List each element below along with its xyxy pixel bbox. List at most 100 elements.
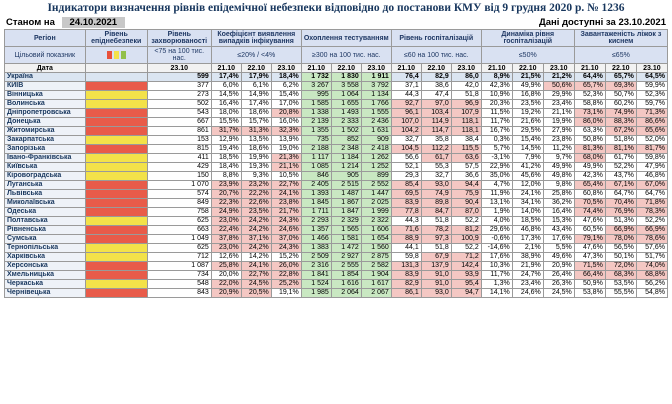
hosp-value: 82,9 [420, 72, 452, 82]
hosp-value: 42,0 [450, 81, 482, 91]
region-name: Волинська [4, 99, 86, 109]
oxygen-value: 50,7% [604, 90, 637, 100]
region-name: Полтавська [4, 216, 86, 226]
region-name: Кіровоградська [4, 171, 86, 181]
level-swatch [120, 51, 126, 59]
oxygen-value: 55,5% [604, 288, 637, 298]
dynamics-value: 14,1% [480, 288, 513, 298]
detection-value: 24,1% [270, 189, 302, 199]
oxygen-value: 54,8% [635, 288, 669, 298]
hosp-value: 32,7 [390, 135, 422, 145]
dynamics-value: -0,6% [480, 234, 513, 244]
detection-value: 24,2% [240, 243, 272, 253]
hosp-value: 86,1 [390, 288, 422, 298]
hosp-value: 52,2 [450, 243, 482, 253]
dynamics-value: 0,3% [480, 135, 513, 145]
detection-value: 6,0% [210, 81, 242, 91]
detection-value: 22,7% [240, 270, 272, 280]
hosp-value: 96,1 [390, 108, 422, 118]
oxygen-value: 68,8% [635, 270, 669, 280]
level-cell [84, 72, 148, 82]
hosp-value: 114,9 [420, 117, 452, 127]
region-name: Вінницька [4, 90, 86, 100]
hosp-value: 44,1 [390, 243, 422, 253]
dynamics-value: 29,5% [511, 126, 544, 136]
hosp-value: 35,8 [420, 135, 452, 145]
detection-value: 23,2% [240, 180, 272, 190]
dynamics-value: 45,6% [511, 171, 544, 181]
detection-value: 24,3% [270, 216, 302, 226]
testing-value: 2 436 [360, 117, 392, 127]
oxygen-value: 78,0% [604, 234, 637, 244]
page-title: Індикатори визначення рівнів епідемічної… [47, 2, 625, 14]
level-cell [84, 135, 148, 145]
hosp-value: 86,0 [450, 72, 482, 82]
region-name: Хмельницька [4, 270, 86, 280]
as-of-date: 24.10.2021 [61, 17, 126, 28]
testing-value: 1 338 [300, 108, 332, 118]
level-cell [84, 153, 148, 163]
oxygen-value: 47,9% [635, 162, 669, 172]
hosp-value: 82,9 [390, 279, 422, 289]
region-name: Чернівецька [4, 288, 86, 298]
date-col: 21.10 [210, 63, 242, 73]
oxygen-value: 70,5% [573, 198, 606, 208]
testing-value: 1 766 [360, 99, 392, 109]
table-row: Черкаська 548 22,0% 24,5% 25,2% 1 524 1 616 1 6… [4, 279, 669, 289]
table-row: Львівська 574 20,7% 22,2% 24,1% 1 393 1 487 1 4… [4, 189, 669, 199]
oxygen-value: 74,0% [635, 261, 669, 271]
testing-value: 1 867 [330, 198, 362, 208]
dynamics-value: 25,8% [542, 189, 575, 199]
oxygen-value: 64,5% [635, 72, 669, 82]
dynamics-value: 8,9% [480, 72, 513, 82]
detection-value: 14,5% [210, 90, 242, 100]
oxygen-value: 47,6% [573, 216, 606, 226]
oxygen-value: 52,2% [635, 216, 669, 226]
detection-value: 15,7% [240, 117, 272, 127]
testing-value: 2 515 [330, 180, 362, 190]
testing-value: 1 911 [360, 72, 392, 82]
detection-value: 23,0% [210, 243, 242, 253]
dynamics-value: 15,4% [511, 135, 544, 145]
date-col: 23.10 [270, 63, 302, 73]
hosp-value: 81,2 [450, 225, 482, 235]
dynamics-value: 23,4% [511, 279, 544, 289]
incidence-value: 599 [146, 72, 212, 82]
detection-value: 19,0% [270, 144, 302, 154]
testing-value: 1 631 [360, 126, 392, 136]
oxygen-value: 74,4% [573, 207, 606, 217]
oxygen-value: 88,3% [604, 117, 637, 127]
sub-hosp: ≤60 на 100 тис. нас. [390, 46, 482, 64]
dynamics-value: 24,7% [511, 270, 544, 280]
hosp-value: 94,7 [450, 288, 482, 298]
dynamics-value: 49,9% [542, 162, 575, 172]
testing-value: 1 999 [360, 207, 392, 217]
dynamics-value: -14,6% [480, 243, 513, 253]
testing-value: 1 854 [330, 270, 362, 280]
detection-value: 12,9% [210, 135, 242, 145]
dynamics-value: 13,1% [480, 198, 513, 208]
sub-target: Цільовий показник [4, 46, 86, 64]
table-row: Хмельницька 734 20,0% 22,7% 22,8% 1 841 1 854 1… [4, 270, 669, 280]
table-row: Миколаївська 849 22,3% 22,6% 23,8% 1 845 1 867… [4, 198, 669, 208]
hdr-detection: Коефіцієнт виявлення випадків інфікуванн… [210, 29, 302, 47]
oxygen-value: 66,9% [604, 225, 637, 235]
detection-value: 22,8% [270, 270, 302, 280]
indicators-table: Регіон Рівень епіднебезпеки Рівень захво… [4, 29, 669, 298]
testing-value: 2 316 [300, 261, 332, 271]
dynamics-value: 20,3% [480, 99, 513, 109]
region-name: Дніпропетровська [4, 108, 86, 118]
detection-value: 8,8% [210, 171, 242, 181]
dynamics-value: 21,9% [511, 261, 544, 271]
detection-value: 15,2% [270, 252, 302, 262]
dynamics-value: 16,8% [511, 90, 544, 100]
detection-value: 22,3% [210, 198, 242, 208]
hosp-value: 77,8 [390, 207, 422, 217]
dynamics-value: 10,9% [480, 90, 513, 100]
dynamics-value: 18,5% [511, 216, 544, 226]
date-col: 23.10 [542, 63, 575, 73]
hdr-dynamics: Динаміка рівня госпіталізацій [480, 29, 575, 47]
hosp-value: 94,4 [450, 180, 482, 190]
testing-value: 2 293 [300, 216, 332, 226]
hdr-oxygen: Завантаженість ліжок з киснем [573, 29, 669, 47]
